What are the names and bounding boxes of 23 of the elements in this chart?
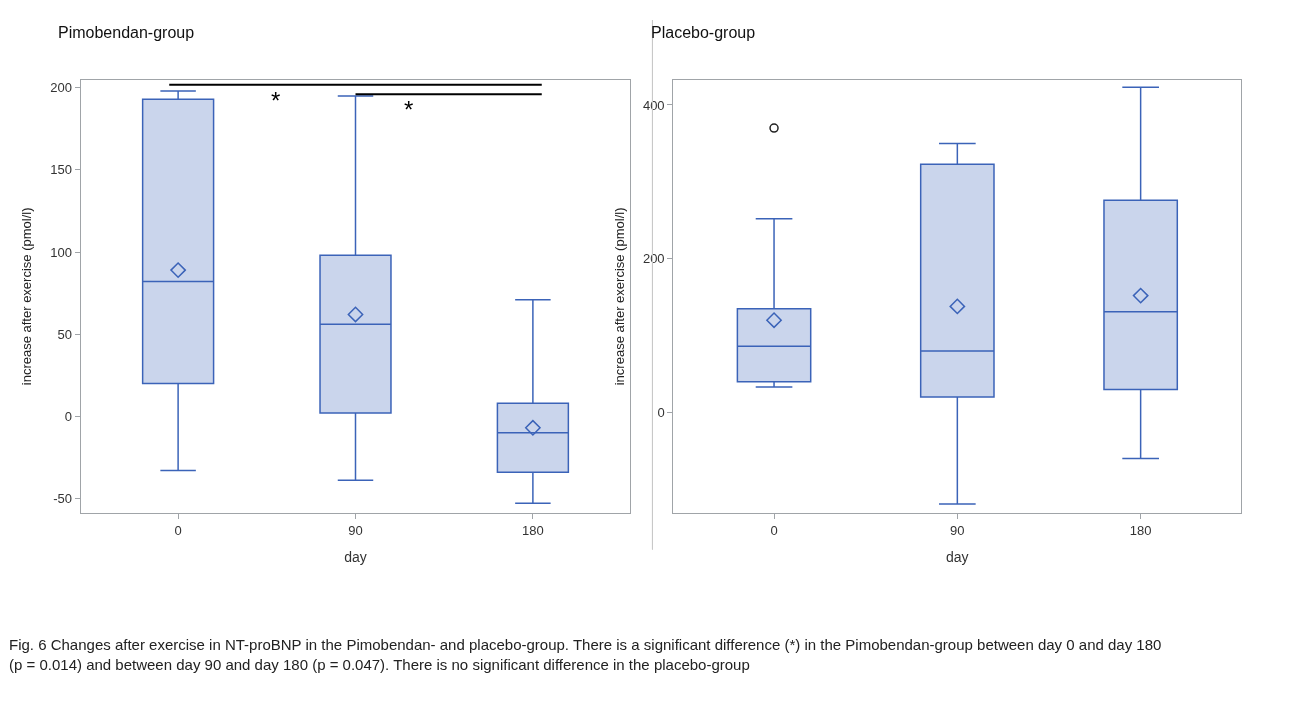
annotation: * xyxy=(271,87,281,114)
chart-title: Placebo-group xyxy=(651,24,756,41)
y-tick-label: 150 xyxy=(50,162,72,178)
y-tick-label: 0 xyxy=(657,405,665,421)
y-tick-label: 0 xyxy=(64,408,72,424)
x-tick-label: 0 xyxy=(174,522,182,538)
x-tick-label: 0 xyxy=(770,522,778,538)
y-tick-label: 200 xyxy=(50,80,72,96)
chart-title: Pimobendan-group xyxy=(58,24,195,41)
x-tick-label: 180 xyxy=(522,522,544,538)
y-tick-label: 100 xyxy=(50,244,72,260)
y-tick-label: 400 xyxy=(642,97,665,113)
x-axis-title: day xyxy=(344,549,367,566)
y-tick-label: -50 xyxy=(53,490,72,506)
y-tick-label: 50 xyxy=(57,326,72,342)
x-axis-title: day xyxy=(946,549,969,566)
annotation: * xyxy=(404,96,414,123)
y-axis-title: increase after exercise (pmol/l) xyxy=(611,207,627,386)
y-axis-title: increase after exercise (pmol/l) xyxy=(19,207,35,386)
x-tick-label: 90 xyxy=(348,522,363,538)
x-tick-label: 90 xyxy=(950,522,965,538)
x-tick-label: 180 xyxy=(1129,522,1152,538)
caption: Fig. 6 Changes after exercise in NT-proBNP in the Pimobendan- and placebo-group. There is a significant difference (*) in the Pimobendan-group between day 0 and day 180 (p = 0.014) and between day 90 and day 180 (p = 0.047). There is no significant difference in the placebo-group xyxy=(9,636,1162,673)
